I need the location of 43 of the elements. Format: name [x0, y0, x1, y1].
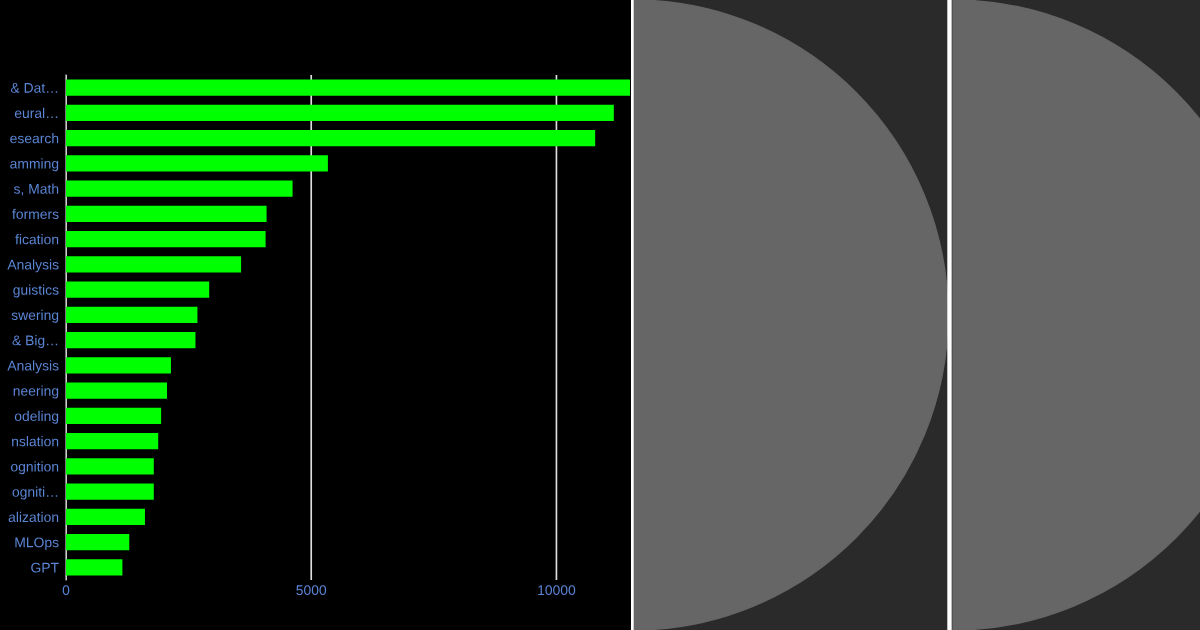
- bar: [66, 559, 123, 576]
- y-tick-label: nslation: [12, 436, 59, 447]
- x-tick-label: 5000: [296, 585, 327, 596]
- bar: [66, 407, 162, 425]
- bar: [66, 256, 242, 273]
- bar: [66, 155, 328, 172]
- y-tick-label: esearch: [10, 133, 59, 144]
- bar: [66, 129, 596, 147]
- y-tick-label: ogniti…: [12, 486, 58, 500]
- y-tick-label: amming: [10, 158, 59, 172]
- y-tick-label: odeling: [14, 410, 59, 424]
- bar: [66, 533, 130, 551]
- y-tick-label: MLOps: [15, 537, 59, 551]
- bar: [66, 205, 267, 223]
- bar: [66, 104, 614, 122]
- y-tick-label: eural…: [14, 107, 58, 119]
- bar: [66, 331, 196, 349]
- y-tick-label: Analysis: [7, 360, 59, 374]
- y-tick-label: GPT: [31, 562, 59, 573]
- y-tick-label: alization: [8, 511, 59, 523]
- x-tick-label: 10000: [538, 585, 576, 596]
- bar: [66, 79, 630, 96]
- bar: [66, 508, 145, 526]
- y-tick-label: formers: [12, 208, 59, 220]
- bar: [66, 281, 210, 298]
- y-tick-label: ognition: [10, 461, 59, 475]
- y-tick-label: neering: [13, 385, 59, 399]
- x-tick-label: 0: [62, 585, 70, 596]
- bar: [66, 230, 266, 248]
- y-tick-label: swering: [11, 309, 59, 323]
- bar: [66, 180, 293, 197]
- bar: [66, 458, 154, 475]
- y-tick-label: & Big…: [12, 335, 58, 349]
- bar: [66, 432, 159, 450]
- bar: [66, 306, 198, 324]
- y-tick-label: Analysis: [7, 259, 59, 273]
- y-tick-label: fication: [15, 234, 59, 245]
- bar: [66, 382, 168, 399]
- y-tick-label: s, Math: [13, 183, 59, 196]
- bar: [66, 483, 154, 500]
- y-tick-label: & Dat…: [10, 83, 58, 93]
- bar: [66, 357, 171, 374]
- y-tick-label: guistics: [13, 284, 59, 298]
